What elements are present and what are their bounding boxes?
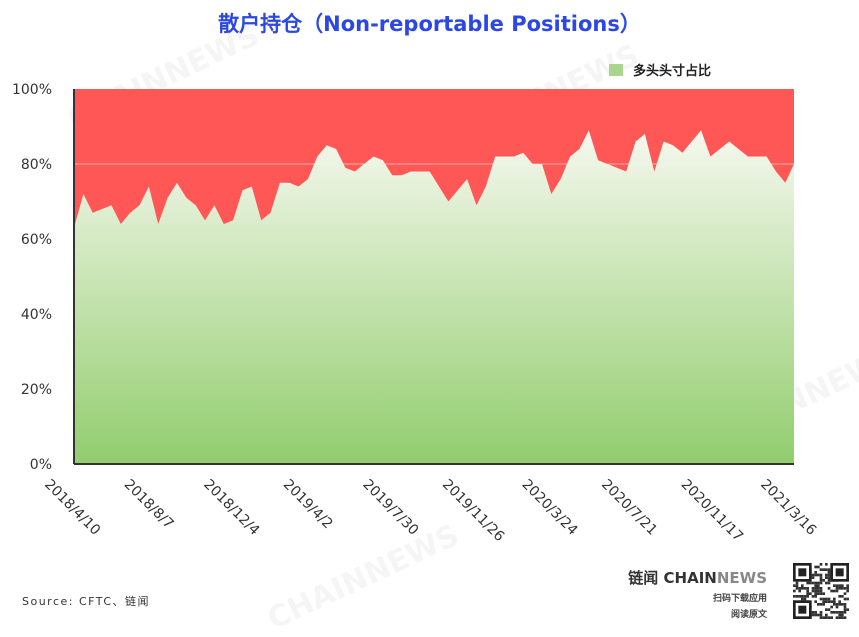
- x-tick-label: 2020/11/17: [678, 477, 746, 545]
- x-tick-label: 2021/3/16: [757, 477, 819, 539]
- x-tick-label: 2019/4/2: [280, 477, 336, 533]
- brand-block: 链闻 CHAINNEWS 扫码下载应用 阅读原文: [628, 567, 767, 620]
- x-tick-label: 2019/7/30: [359, 477, 421, 539]
- y-tick-label: 20%: [21, 382, 52, 398]
- source-note: Source: CFTC、链闻: [22, 595, 151, 608]
- y-tick-label: 100%: [12, 82, 52, 98]
- legend-swatch: [609, 63, 623, 76]
- brand-en2: NEWS: [716, 569, 767, 587]
- legend: 多头头寸占比: [609, 60, 711, 79]
- y-tick-label: 60%: [21, 232, 52, 248]
- brand-cn: 链闻: [628, 569, 659, 587]
- x-tick-label: 2020/3/24: [519, 477, 581, 539]
- x-tick-label: 2020/7/21: [598, 477, 660, 539]
- y-tick-label: 40%: [21, 307, 52, 323]
- x-tick-label: 2018/4/10: [41, 477, 103, 539]
- y-tick-label: 0%: [30, 457, 52, 473]
- legend-label: 多头头寸占比: [633, 64, 712, 79]
- x-tick-label: 2019/11/26: [439, 477, 507, 545]
- y-tick-label: 80%: [21, 157, 52, 173]
- qr-code-icon[interactable]: [793, 563, 849, 619]
- brand-download: 扫码下载应用: [712, 594, 767, 604]
- brand-read: 阅读原文: [730, 610, 767, 620]
- x-tick-label: 2018/8/7: [121, 477, 177, 533]
- brand-logo: 链闻 CHAINNEWS: [628, 567, 767, 588]
- chart-title: 散户持仓（Non-reportable Positions）: [218, 12, 641, 36]
- x-tick-label: 2018/12/4: [200, 477, 262, 539]
- long-position-area: [74, 130, 794, 465]
- brand-en1: CHAIN: [663, 569, 717, 587]
